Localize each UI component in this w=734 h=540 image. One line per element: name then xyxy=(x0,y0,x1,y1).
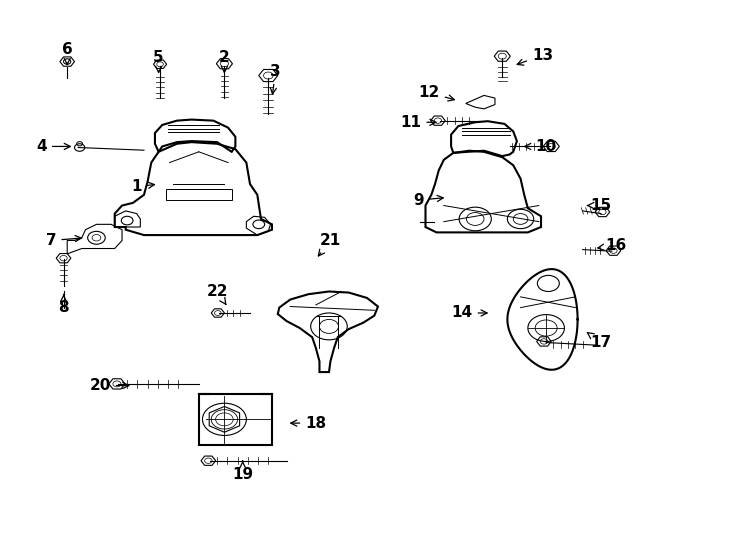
Text: 7: 7 xyxy=(46,233,81,248)
Text: 21: 21 xyxy=(319,233,341,256)
Text: 10: 10 xyxy=(525,139,556,154)
Text: 6: 6 xyxy=(62,42,73,64)
Text: 4: 4 xyxy=(36,139,70,154)
Text: 11: 11 xyxy=(400,115,436,130)
Text: 13: 13 xyxy=(517,48,553,65)
Text: 17: 17 xyxy=(587,333,611,350)
Text: 2: 2 xyxy=(219,50,230,72)
Text: 19: 19 xyxy=(232,461,253,482)
Text: 12: 12 xyxy=(418,85,454,101)
Text: 22: 22 xyxy=(206,284,228,305)
Text: 1: 1 xyxy=(131,179,154,194)
Text: 14: 14 xyxy=(451,306,487,320)
Text: 3: 3 xyxy=(270,64,281,94)
Text: 8: 8 xyxy=(58,294,69,315)
Text: 15: 15 xyxy=(587,198,611,213)
Text: 20: 20 xyxy=(90,378,129,393)
Text: 16: 16 xyxy=(597,238,626,253)
Text: 5: 5 xyxy=(153,50,164,72)
Text: 18: 18 xyxy=(291,416,327,430)
Text: 9: 9 xyxy=(413,193,443,208)
